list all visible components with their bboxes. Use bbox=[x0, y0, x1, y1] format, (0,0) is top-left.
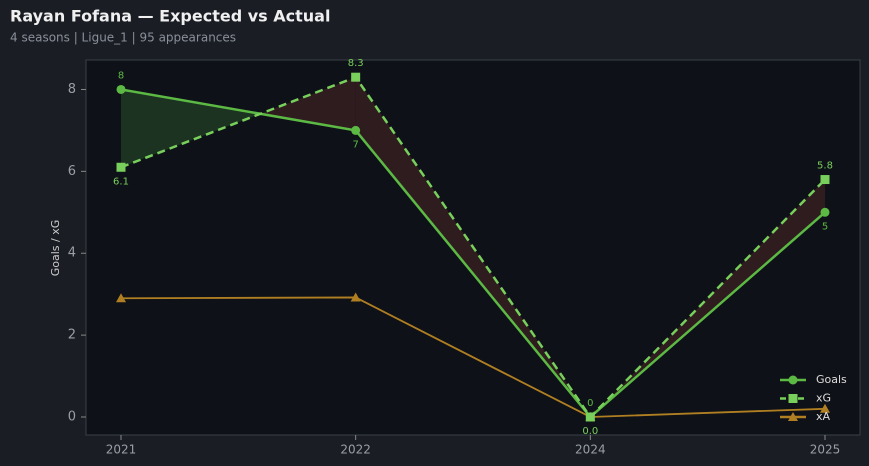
legend-label: xG bbox=[816, 392, 831, 405]
y-tick-label: 4 bbox=[68, 246, 76, 261]
point bbox=[116, 293, 126, 303]
legend-marker bbox=[788, 394, 798, 403]
data-label: 5 bbox=[822, 221, 828, 232]
data-label: 8.3 bbox=[348, 58, 364, 69]
y-axis-label: Goals / xG bbox=[49, 220, 62, 277]
point bbox=[116, 84, 126, 94]
legend-marker bbox=[788, 375, 798, 385]
point bbox=[820, 175, 830, 185]
y-tick-label: 8 bbox=[68, 82, 76, 97]
y-tick-label: 2 bbox=[68, 328, 76, 343]
x-tick-label: 2024 bbox=[575, 443, 606, 457]
x-tick-label: 2022 bbox=[340, 443, 371, 457]
series-line bbox=[120, 75, 826, 419]
data-label: 6.1 bbox=[113, 176, 129, 187]
point bbox=[585, 412, 595, 422]
legend-label: Goals bbox=[816, 373, 847, 386]
data-label: 0 bbox=[587, 398, 593, 409]
point bbox=[820, 207, 830, 217]
series-line bbox=[120, 296, 826, 418]
legend-label: xA bbox=[816, 410, 831, 423]
point bbox=[351, 125, 361, 135]
point bbox=[820, 403, 830, 413]
point bbox=[116, 162, 126, 172]
data-label: 8 bbox=[118, 70, 124, 81]
legend-marker bbox=[788, 412, 798, 421]
data-label: 5.8 bbox=[817, 161, 833, 172]
y-tick-label: 6 bbox=[68, 164, 76, 179]
chart-title: Rayan Fofana — Expected vs Actual bbox=[10, 7, 330, 26]
y-tick-label: 0 bbox=[68, 409, 76, 424]
x-tick-label: 2025 bbox=[810, 443, 841, 457]
data-label: 0.0 bbox=[582, 426, 598, 437]
point bbox=[350, 292, 361, 302]
series-line bbox=[120, 88, 826, 419]
point bbox=[351, 72, 361, 82]
x-tick-label: 2021 bbox=[106, 443, 137, 457]
chart-subtitle: 4 seasons | Ligue_1 | 95 appearances bbox=[10, 31, 236, 45]
data-label: 7 bbox=[352, 139, 358, 150]
